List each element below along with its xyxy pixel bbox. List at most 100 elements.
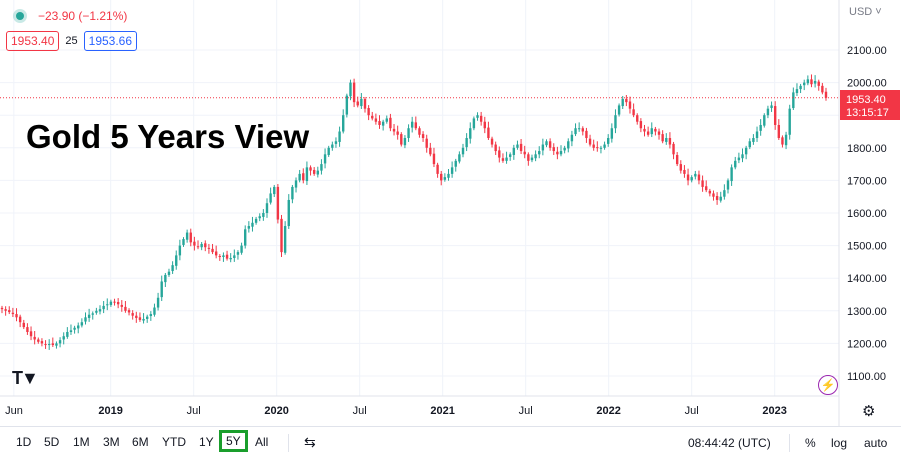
candle — [396, 125, 399, 140]
candle — [519, 138, 523, 154]
candle-body — [69, 330, 73, 332]
candle — [233, 249, 236, 262]
candle-body — [458, 154, 461, 162]
candle — [374, 113, 378, 125]
candle-body — [175, 255, 178, 266]
candle-body — [171, 265, 174, 272]
candle — [784, 131, 788, 150]
range-button-5d[interactable]: 5D — [44, 435, 60, 449]
candle — [312, 167, 316, 176]
candle — [538, 146, 541, 159]
candle-body — [214, 251, 218, 256]
candle-body — [22, 322, 25, 328]
candle — [178, 239, 182, 261]
candle-body — [33, 336, 36, 340]
candle — [443, 173, 447, 182]
candle-body — [302, 173, 305, 181]
x-tick-label: 2022 — [596, 405, 620, 417]
sell-price-button[interactable]: 1953.40 — [6, 31, 60, 51]
candle-body — [98, 309, 102, 312]
range-button-3m[interactable]: 3M — [103, 435, 120, 449]
candle-body — [160, 281, 163, 298]
y-tick-label: 1300.00 — [847, 306, 887, 318]
candle-body — [371, 115, 374, 119]
candle-body — [51, 343, 55, 346]
price-axis[interactable]: 2100.002000.001900.001800.001700.001600.… — [847, 45, 887, 383]
candle-body — [91, 313, 94, 315]
candle-body — [490, 138, 494, 145]
candle-body — [552, 147, 555, 152]
candle-body — [410, 121, 414, 128]
candle — [607, 134, 610, 147]
candle-body — [109, 301, 113, 305]
candle-body — [8, 310, 11, 313]
candle — [690, 175, 693, 183]
candle — [367, 105, 370, 121]
candle-body — [483, 121, 486, 129]
candle — [483, 116, 486, 134]
range-button-6m[interactable]: 6M — [132, 435, 149, 449]
candle — [556, 146, 559, 160]
candle — [360, 93, 363, 110]
y-tick-label: 1700.00 — [847, 175, 887, 187]
candle-body — [723, 190, 726, 197]
log-toggle[interactable]: log — [831, 436, 848, 450]
utc-clock[interactable]: 08:44:42 (UTC) — [688, 436, 771, 450]
tradingview-logo-icon[interactable]: T▼ — [12, 368, 39, 388]
candle — [508, 152, 512, 161]
candle — [567, 138, 570, 153]
candle — [498, 146, 501, 163]
candle-body — [80, 322, 84, 326]
percent-toggle[interactable]: % — [805, 436, 816, 450]
candle-body — [465, 138, 468, 148]
candle-body — [164, 274, 167, 283]
candle — [472, 116, 476, 131]
candle — [265, 198, 269, 218]
candle-body — [120, 304, 123, 307]
candle-body — [748, 141, 751, 148]
x-tick-label: 2021 — [430, 405, 454, 417]
candle — [153, 303, 156, 317]
candle-body — [730, 167, 733, 182]
candle — [501, 153, 505, 163]
lightning-icon[interactable]: ⚡ — [818, 375, 838, 395]
currency-selector[interactable]: USD ˅ — [849, 6, 882, 18]
time-axis[interactable]: Jun 2019 Jul 2020 Jul 2021 Jul 2022 Jul 2023 — [5, 405, 787, 417]
buy-price-button[interactable]: 1953.66 — [83, 31, 138, 51]
candle-body — [654, 128, 657, 132]
candle — [254, 216, 258, 225]
range-button-1m[interactable]: 1M — [73, 435, 90, 449]
candle-body — [145, 316, 149, 319]
candle — [182, 237, 185, 247]
x-tick-label: Jul — [519, 405, 533, 417]
candle-body — [534, 154, 537, 159]
range-button-1y[interactable]: 1Y — [199, 435, 214, 449]
candle — [628, 96, 632, 114]
candle — [487, 121, 490, 140]
candle — [672, 141, 675, 160]
candle — [225, 250, 229, 261]
range-button-all[interactable]: All — [255, 435, 269, 449]
candle — [675, 152, 679, 167]
gear-icon[interactable]: ⚙ — [862, 403, 876, 420]
x-tick-label: 2019 — [98, 405, 122, 417]
grid-lines — [0, 0, 839, 396]
candle — [131, 310, 134, 320]
candle-body — [530, 157, 534, 161]
candle — [349, 79, 352, 101]
candle-body — [672, 143, 675, 155]
toolbar-divider — [288, 434, 289, 452]
range-button-ytd[interactable]: YTD — [162, 435, 186, 449]
candle — [450, 161, 454, 178]
candle — [109, 299, 113, 307]
range-button-5y[interactable]: 5Y — [219, 430, 248, 452]
candle — [280, 214, 283, 258]
x-tick-label: Jul — [187, 405, 201, 417]
auto-toggle[interactable]: auto — [864, 436, 888, 450]
range-button-1d[interactable]: 1D — [16, 435, 32, 449]
candle-body — [381, 121, 385, 126]
candle — [650, 122, 653, 138]
compare-icon[interactable]: ⇆ — [304, 434, 316, 450]
candle-body — [262, 213, 265, 217]
